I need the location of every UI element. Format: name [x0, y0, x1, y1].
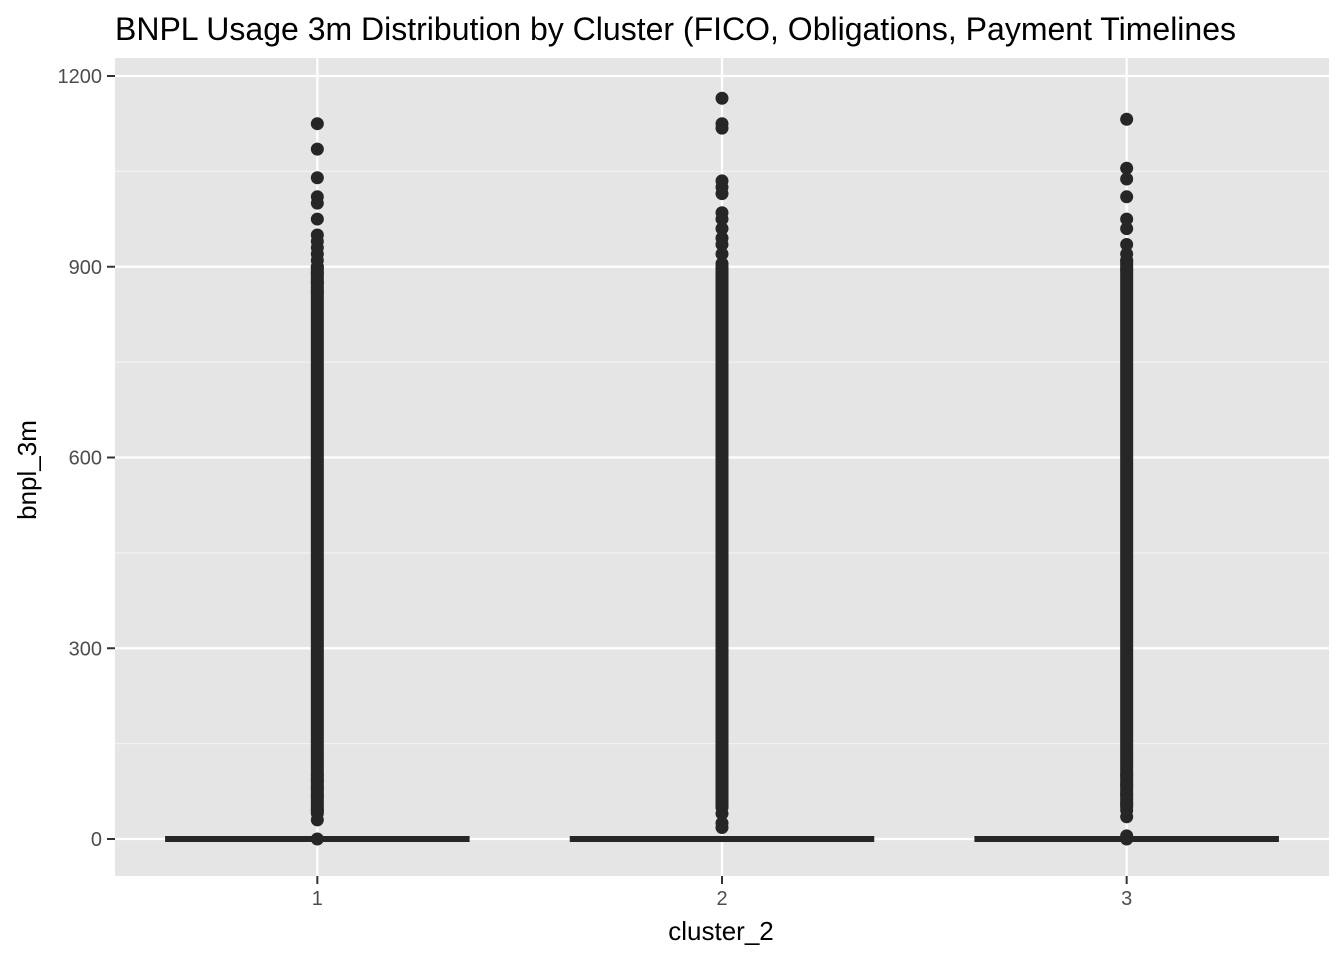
outlier-point [715, 816, 729, 830]
outlier-point [310, 276, 324, 290]
chart-marks [165, 91, 1279, 846]
y-axis-title: bnpl_3m [12, 420, 42, 520]
y-tick-label: 300 [69, 638, 102, 660]
outlier-point [715, 206, 729, 220]
box-group-2 [569, 91, 875, 842]
outlier-column [310, 260, 324, 820]
outlier-point [1120, 247, 1134, 261]
outlier-column [1120, 254, 1134, 814]
y-tick-label: 900 [69, 257, 102, 279]
outlier-point [310, 190, 324, 204]
outlier-point [1120, 112, 1134, 126]
outlier-point [715, 91, 729, 105]
outlier-point [1120, 161, 1134, 175]
x-tick-label: 3 [1121, 888, 1132, 910]
x-axis-title: cluster_2 [668, 916, 774, 946]
outlier-point [715, 257, 729, 271]
outlier-point [1120, 787, 1134, 801]
outlier-point [310, 212, 324, 226]
outlier-point [1120, 797, 1134, 811]
outlier-point [310, 803, 324, 817]
outlier-point [1120, 212, 1134, 226]
outlier-point [1120, 768, 1134, 782]
outlier-point [310, 813, 324, 827]
box-group-1 [165, 117, 470, 846]
chart-title: BNPL Usage 3m Distribution by Cluster (F… [115, 11, 1236, 47]
x-tick-label: 1 [312, 888, 323, 910]
outlier-point [310, 285, 324, 299]
outlier-point [1120, 263, 1134, 277]
outlier-point [715, 174, 729, 188]
y-tick-label: 0 [91, 829, 102, 851]
outlier-point [310, 768, 324, 782]
y-tick-label: 1200 [58, 66, 103, 88]
axes: 0 300 600 900 1200 1 2 3 [58, 66, 1133, 910]
x-tick-label: 2 [716, 888, 727, 910]
outlier-point [1120, 237, 1134, 251]
box-group-3 [974, 112, 1279, 846]
outlier-column [715, 260, 729, 814]
outlier-point [1120, 778, 1134, 792]
outlier-point [715, 117, 729, 131]
outlier-point [310, 142, 324, 156]
outlier-point [310, 228, 324, 242]
outlier-point [715, 768, 729, 782]
outlier-point [310, 117, 324, 131]
outlier-point [1120, 172, 1134, 186]
outlier-point [715, 231, 729, 245]
outlier-point [1120, 222, 1134, 236]
outlier-point [1120, 190, 1134, 204]
y-tick-label: 600 [69, 448, 102, 470]
outlier-point [310, 171, 324, 185]
outlier-point [715, 222, 729, 236]
outlier-point [715, 247, 729, 261]
